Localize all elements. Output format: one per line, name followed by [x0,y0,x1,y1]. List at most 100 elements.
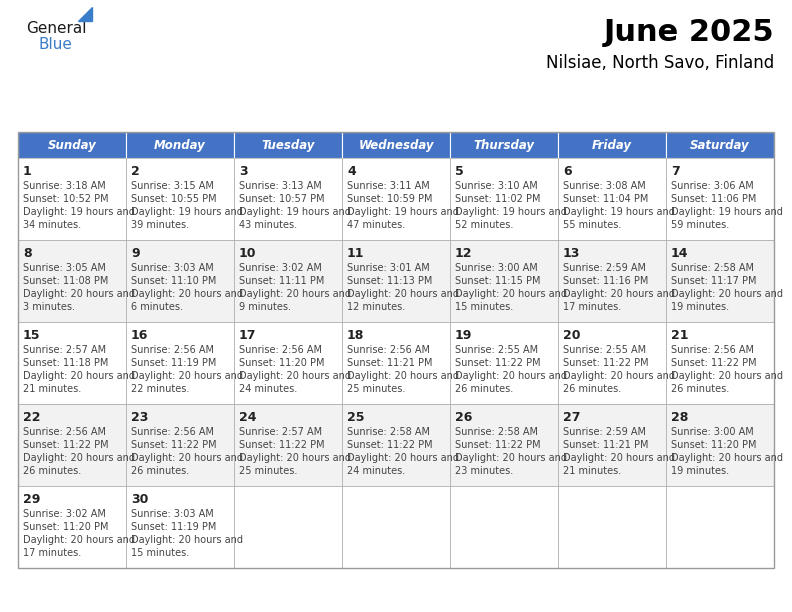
Bar [450,158,558,240]
Text: 59 minutes.: 59 minutes. [671,220,729,230]
Text: Sunset: 11:08 PM: Sunset: 11:08 PM [23,276,109,286]
Text: Sunrise: 2:57 AM: Sunrise: 2:57 AM [239,427,322,437]
Bar [18,404,126,486]
Bar [126,158,234,240]
Text: Daylight: 20 hours and: Daylight: 20 hours and [131,535,243,545]
Text: Thursday: Thursday [474,138,535,152]
Text: Sunrise: 2:55 AM: Sunrise: 2:55 AM [455,345,538,355]
Text: General: General [26,21,86,36]
Text: Sunset: 11:22 PM: Sunset: 11:22 PM [347,440,432,450]
Text: Sunset: 11:22 PM: Sunset: 11:22 PM [131,440,217,450]
Bar [18,132,774,568]
Text: 13: 13 [563,247,581,260]
Text: 23: 23 [131,411,148,424]
Bar [234,158,342,240]
Text: Daylight: 19 hours and: Daylight: 19 hours and [131,207,243,217]
Text: Saturday: Saturday [690,138,750,152]
Bar [558,132,666,158]
Text: 15: 15 [23,329,40,342]
Text: Wednesday: Wednesday [358,138,434,152]
Text: Sunrise: 2:57 AM: Sunrise: 2:57 AM [23,345,106,355]
Bar [666,132,774,158]
Text: Daylight: 20 hours and: Daylight: 20 hours and [239,289,351,299]
Bar [18,240,126,322]
Bar [666,240,774,322]
Text: Sunset: 10:55 PM: Sunset: 10:55 PM [131,194,217,204]
Text: Daylight: 20 hours and: Daylight: 20 hours and [671,289,783,299]
Text: Sunrise: 3:15 AM: Sunrise: 3:15 AM [131,181,214,191]
Text: Daylight: 20 hours and: Daylight: 20 hours and [23,535,135,545]
Text: 12: 12 [455,247,473,260]
Text: Daylight: 19 hours and: Daylight: 19 hours and [23,207,135,217]
Text: 17 minutes.: 17 minutes. [23,548,82,558]
Bar [450,322,558,404]
Text: 16: 16 [131,329,148,342]
Text: Sunset: 11:16 PM: Sunset: 11:16 PM [563,276,649,286]
Text: Sunrise: 3:11 AM: Sunrise: 3:11 AM [347,181,430,191]
Bar [18,158,126,240]
Bar [450,486,558,568]
Bar [558,322,666,404]
Text: 26 minutes.: 26 minutes. [455,384,513,394]
Text: Nilsiae, North Savo, Finland: Nilsiae, North Savo, Finland [546,54,774,72]
Text: 24 minutes.: 24 minutes. [239,384,297,394]
Text: Sunset: 10:52 PM: Sunset: 10:52 PM [23,194,109,204]
Text: 2: 2 [131,165,139,178]
Text: Daylight: 20 hours and: Daylight: 20 hours and [131,371,243,381]
Text: Sunset: 11:17 PM: Sunset: 11:17 PM [671,276,756,286]
Text: 20: 20 [563,329,581,342]
Text: Sunset: 11:22 PM: Sunset: 11:22 PM [671,358,756,368]
Text: 25 minutes.: 25 minutes. [239,466,297,476]
Text: Daylight: 20 hours and: Daylight: 20 hours and [563,453,675,463]
Text: Sunset: 11:11 PM: Sunset: 11:11 PM [239,276,325,286]
Text: 21 minutes.: 21 minutes. [23,384,82,394]
Text: 17: 17 [239,329,257,342]
Bar [342,322,450,404]
Bar [234,322,342,404]
Text: Daylight: 19 hours and: Daylight: 19 hours and [671,207,782,217]
Text: Sunrise: 3:18 AM: Sunrise: 3:18 AM [23,181,106,191]
Text: 7: 7 [671,165,680,178]
Text: Sunrise: 2:56 AM: Sunrise: 2:56 AM [347,345,430,355]
Text: Sunrise: 3:03 AM: Sunrise: 3:03 AM [131,263,214,273]
Text: Sunset: 11:04 PM: Sunset: 11:04 PM [563,194,649,204]
Text: 11: 11 [347,247,364,260]
Text: Daylight: 20 hours and: Daylight: 20 hours and [455,371,567,381]
Text: Sunrise: 2:59 AM: Sunrise: 2:59 AM [563,427,646,437]
Text: Daylight: 20 hours and: Daylight: 20 hours and [563,371,675,381]
Text: 43 minutes.: 43 minutes. [239,220,297,230]
Text: Sunset: 11:22 PM: Sunset: 11:22 PM [563,358,649,368]
Bar [342,240,450,322]
Bar [450,404,558,486]
Bar [234,404,342,486]
Text: 10: 10 [239,247,257,260]
Text: Sunrise: 2:58 AM: Sunrise: 2:58 AM [455,427,538,437]
Text: Sunset: 10:59 PM: Sunset: 10:59 PM [347,194,432,204]
Text: Sunrise: 3:00 AM: Sunrise: 3:00 AM [455,263,538,273]
Bar [18,486,126,568]
Text: Blue: Blue [38,37,72,52]
Text: Daylight: 20 hours and: Daylight: 20 hours and [239,453,351,463]
Text: 39 minutes.: 39 minutes. [131,220,189,230]
Text: Sunset: 11:22 PM: Sunset: 11:22 PM [239,440,325,450]
Text: 8: 8 [23,247,32,260]
Text: 14: 14 [671,247,688,260]
Bar [558,158,666,240]
Text: Sunrise: 2:56 AM: Sunrise: 2:56 AM [23,427,106,437]
Bar [234,486,342,568]
Text: Daylight: 20 hours and: Daylight: 20 hours and [131,453,243,463]
Text: Daylight: 20 hours and: Daylight: 20 hours and [347,453,459,463]
Text: 23 minutes.: 23 minutes. [455,466,513,476]
Text: Sunrise: 2:58 AM: Sunrise: 2:58 AM [671,263,754,273]
Text: 19 minutes.: 19 minutes. [671,466,729,476]
Text: 5: 5 [455,165,464,178]
Text: Sunrise: 3:01 AM: Sunrise: 3:01 AM [347,263,430,273]
Text: Sunrise: 3:02 AM: Sunrise: 3:02 AM [23,509,106,519]
Text: 47 minutes.: 47 minutes. [347,220,406,230]
Text: 15 minutes.: 15 minutes. [455,302,513,312]
Text: Sunset: 11:20 PM: Sunset: 11:20 PM [239,358,325,368]
Text: Sunset: 11:21 PM: Sunset: 11:21 PM [347,358,432,368]
Text: 21: 21 [671,329,688,342]
Text: 17 minutes.: 17 minutes. [563,302,621,312]
Text: 27: 27 [563,411,581,424]
